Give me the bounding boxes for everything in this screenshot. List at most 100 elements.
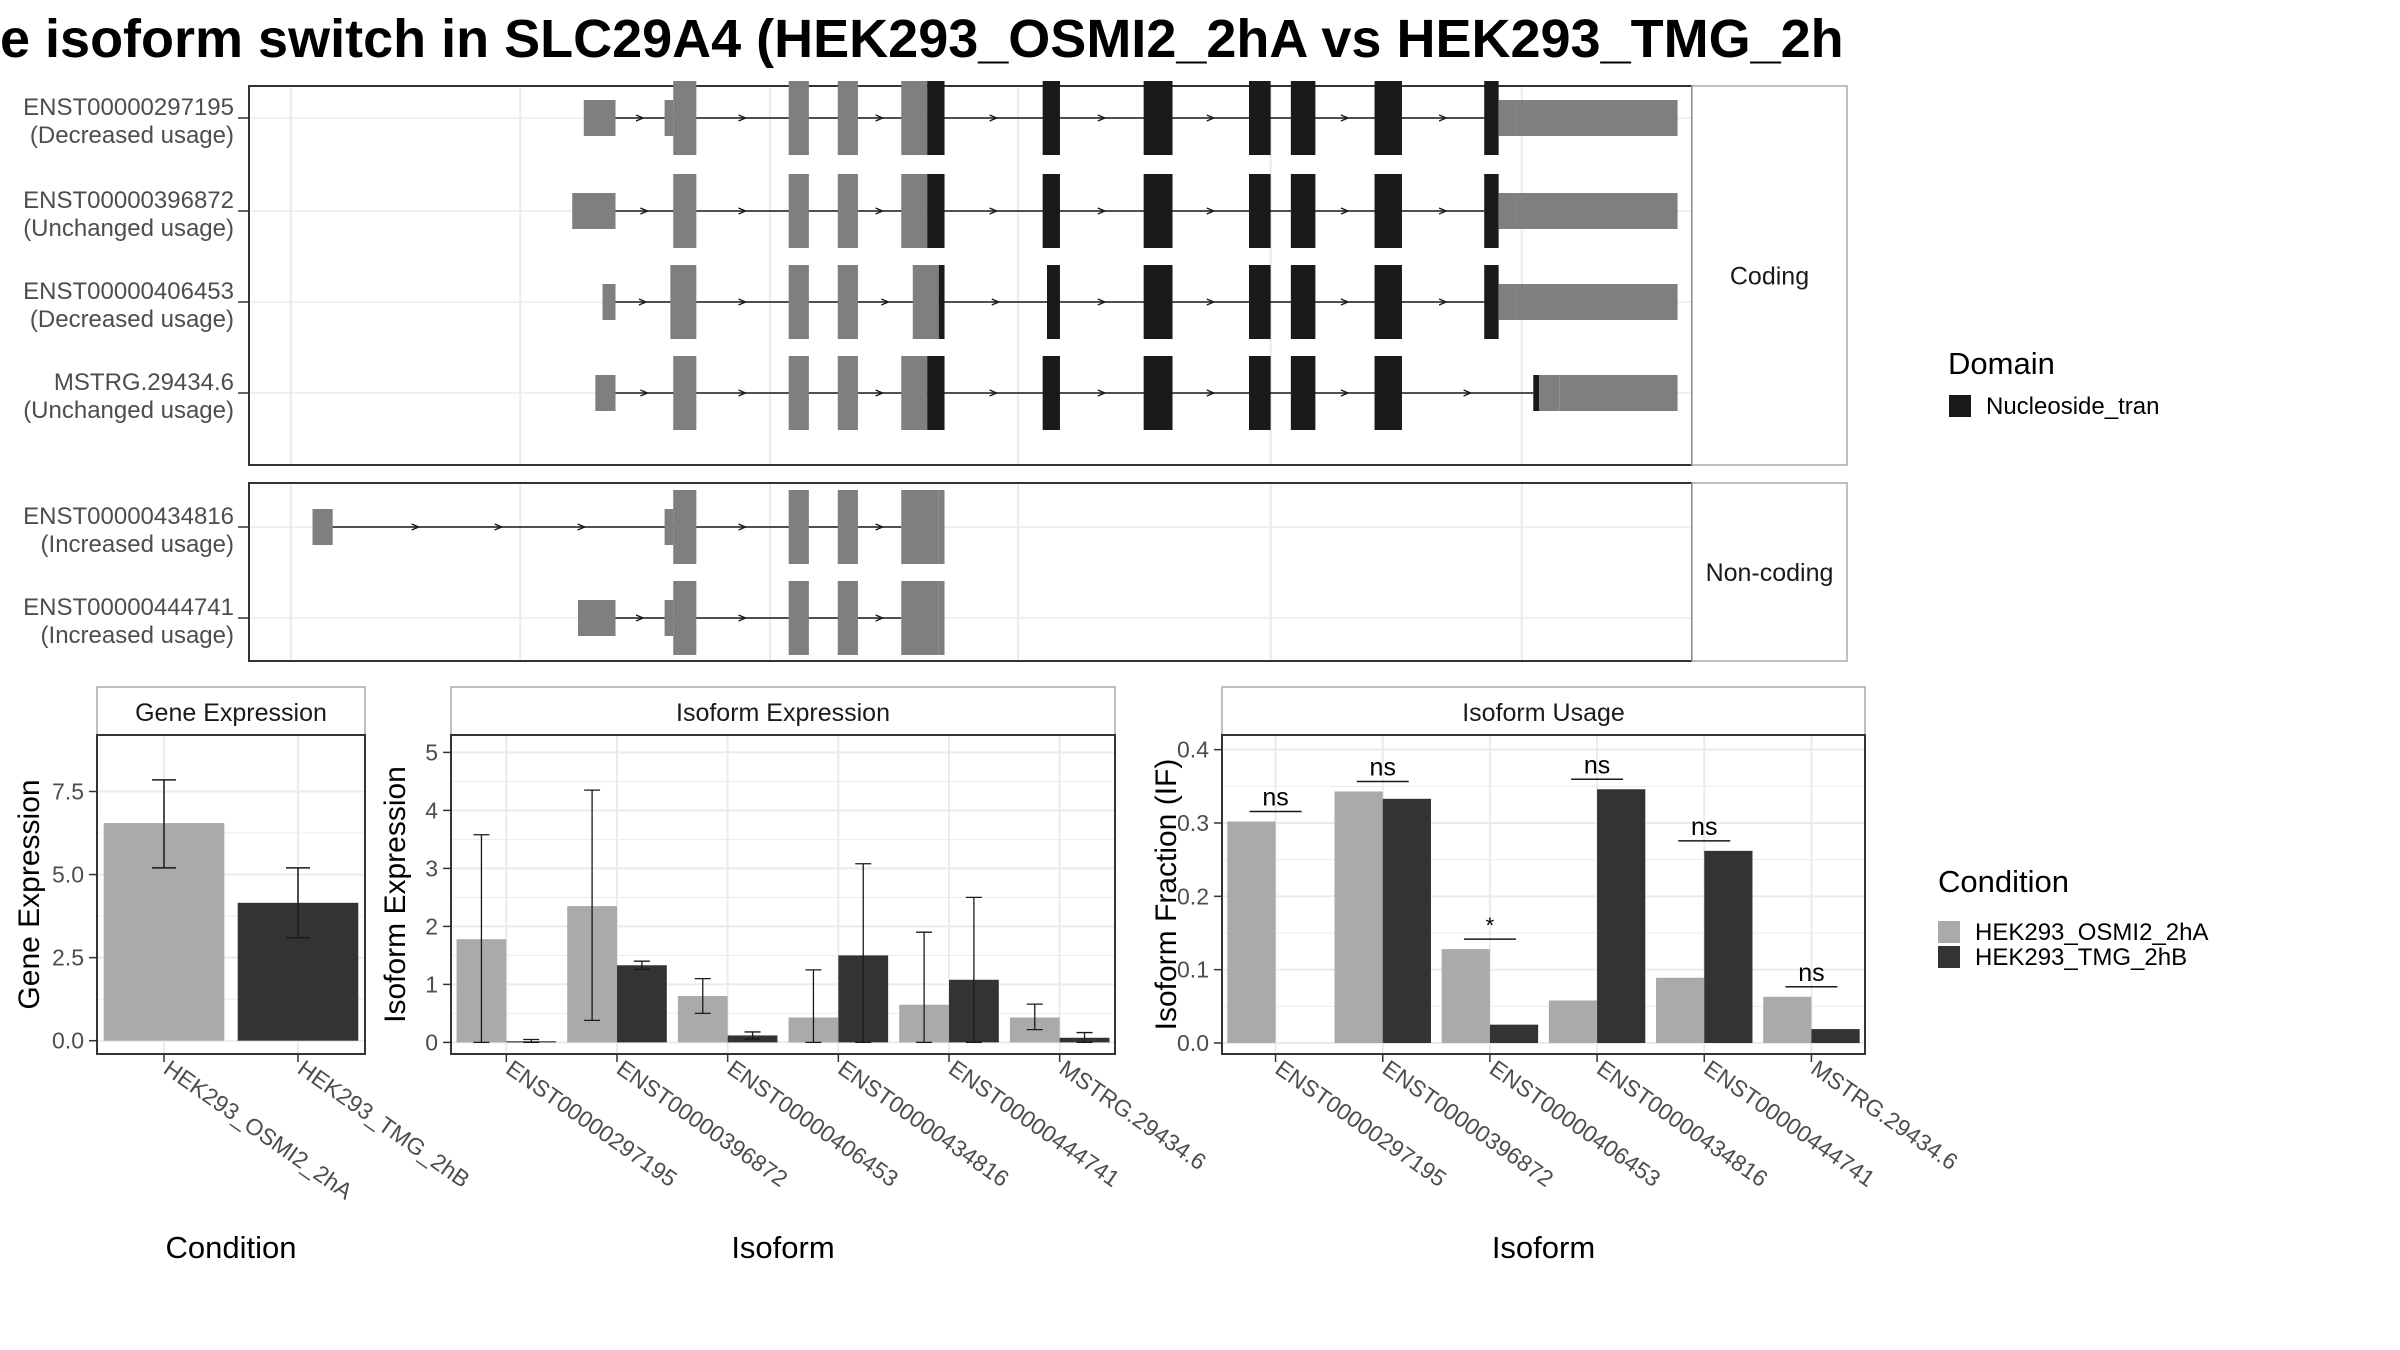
domain-exon xyxy=(1143,174,1173,248)
intron-arrow xyxy=(738,298,748,306)
intron-arrow xyxy=(875,614,885,622)
transcript-MSTRG.29434.6: MSTRG.29434.6(Unchanged usage) xyxy=(23,356,1678,430)
chart-2: Isoform Usage ns ns * ns ns ns 0.0 0.1 0.2 0.3 0.4 E… xyxy=(1150,686,1963,1265)
intron-arrow xyxy=(1206,389,1216,397)
domain-exon xyxy=(927,174,945,248)
utr-exon xyxy=(664,600,674,636)
utr-exon xyxy=(837,265,858,339)
utr-exon xyxy=(1559,375,1678,411)
bar-HEK293_OSMI2_2hA-ENST00000406453 xyxy=(1441,949,1490,1043)
bar-HEK293_TMG_2hB-MSTRG.29434.6 xyxy=(1811,1029,1860,1043)
facet-label-0: Coding xyxy=(1730,263,1809,291)
domain-exon xyxy=(1248,356,1271,430)
isoform-label: MSTRG.29434.6 xyxy=(54,369,234,396)
domain-exon xyxy=(1374,81,1402,155)
intron-arrow xyxy=(1097,207,1107,215)
significance-label: ns xyxy=(1262,784,1288,812)
usage-label: (Unchanged usage) xyxy=(23,215,234,242)
x-tick-label: ENST00000444741 xyxy=(1699,1055,1879,1192)
utr-exon xyxy=(1498,100,1516,136)
utr-exon xyxy=(837,581,858,655)
utr-exon xyxy=(664,509,674,545)
utr-exon xyxy=(788,81,809,155)
significance-label: ns xyxy=(1370,753,1396,781)
intron-arrow xyxy=(738,614,748,622)
intron-arrow xyxy=(875,523,885,531)
intron-arrow xyxy=(738,114,748,122)
utr-exon xyxy=(788,356,809,430)
utr-exon xyxy=(572,193,616,229)
domain-exon xyxy=(1290,265,1316,339)
intron-arrow xyxy=(991,298,1001,306)
intron-arrow xyxy=(640,389,650,397)
y-axis-title: Isoform Fraction (IF) xyxy=(1150,759,1183,1031)
chart-title: Gene Expression xyxy=(135,699,327,727)
isoform-label: ENST00000406453 xyxy=(23,278,234,305)
utr-exon xyxy=(673,174,697,248)
intron-arrow xyxy=(881,298,891,306)
intron-arrow xyxy=(875,389,885,397)
usage-label: (Decreased usage) xyxy=(30,122,234,149)
y-tick-label: 0 xyxy=(425,1029,438,1055)
utr-exon xyxy=(788,581,809,655)
chart-border xyxy=(450,734,1116,1055)
utr-exon xyxy=(673,356,697,430)
facet-strip xyxy=(1691,482,1848,662)
intron-arrow xyxy=(875,207,885,215)
intron-arrow xyxy=(989,114,999,122)
bar-HEK293_OSMI2_2hA-ENST00000396872 xyxy=(1334,791,1383,1043)
domain-exon xyxy=(1374,174,1402,248)
domain-exon xyxy=(1042,356,1060,430)
isoform-label: ENST00000297195 xyxy=(23,94,234,121)
transcript-ENST00000406453: ENST00000406453(Decreased usage) xyxy=(23,265,1678,339)
x-axis-title: Isoform xyxy=(1492,1230,1595,1265)
condition-legend-title: Condition xyxy=(1938,864,2069,899)
y-tick-label: 1 xyxy=(425,971,438,997)
utr-exon xyxy=(901,81,928,155)
utr-exon xyxy=(664,100,674,136)
facet-strip xyxy=(1691,85,1848,466)
facet-label-1: Non-coding xyxy=(1706,559,1834,587)
bar-HEK293_TMG_2hB-ENST00000396872 xyxy=(617,965,667,1043)
bar-HEK293_TMG_2hB-ENST00000434816 xyxy=(1597,789,1646,1043)
intron-arrow xyxy=(875,114,885,122)
intron-arrow xyxy=(1340,114,1350,122)
intron-arrow xyxy=(989,389,999,397)
y-tick-label: 0.4 xyxy=(1177,737,1209,763)
y-tick-label: 0.1 xyxy=(1177,957,1209,983)
utr-exon xyxy=(837,174,858,248)
utr-exon xyxy=(901,581,939,655)
x-axis-title: Condition xyxy=(166,1230,297,1265)
domain-exon xyxy=(1143,81,1173,155)
utr-exon xyxy=(901,490,939,564)
domain-exon xyxy=(1290,174,1316,248)
bar-HEK293_OSMI2_2hA-ENST00000297195 xyxy=(1227,821,1276,1043)
chart-border xyxy=(1221,734,1866,1055)
domain-exon xyxy=(1290,81,1316,155)
domain-legend-label: Nucleoside_tran xyxy=(1986,393,2159,420)
domain-exon xyxy=(1374,265,1402,339)
transcript-ENST00000444741: ENST00000444741(Increased usage) xyxy=(23,581,945,655)
domain-exon xyxy=(1143,356,1173,430)
utr-exon xyxy=(312,509,333,545)
intron-arrow xyxy=(738,523,748,531)
utr-exon xyxy=(837,81,858,155)
transcript-ENST00000396872: ENST00000396872(Unchanged usage) xyxy=(23,174,1678,248)
utr-exon xyxy=(837,490,858,564)
domain-legend-swatch xyxy=(1949,395,1971,417)
transcript-ENST00000297195: ENST00000297195(Decreased usage) xyxy=(23,81,1678,155)
utr-exon xyxy=(938,581,945,655)
domain-exon xyxy=(1484,81,1499,155)
utr-exon xyxy=(583,100,616,136)
utr-exon xyxy=(837,356,858,430)
chart-title: Isoform Expression xyxy=(676,699,890,727)
x-axis-title: Isoform xyxy=(731,1230,834,1265)
intron-arrow xyxy=(1340,298,1350,306)
domain-exon xyxy=(1533,375,1540,411)
chart-panel-bg xyxy=(451,735,1115,1054)
intron-arrow xyxy=(1340,207,1350,215)
domain-exon xyxy=(1046,265,1060,339)
domain-exon xyxy=(1484,265,1499,339)
significance-label: ns xyxy=(1798,959,1824,987)
utr-exon xyxy=(788,265,809,339)
